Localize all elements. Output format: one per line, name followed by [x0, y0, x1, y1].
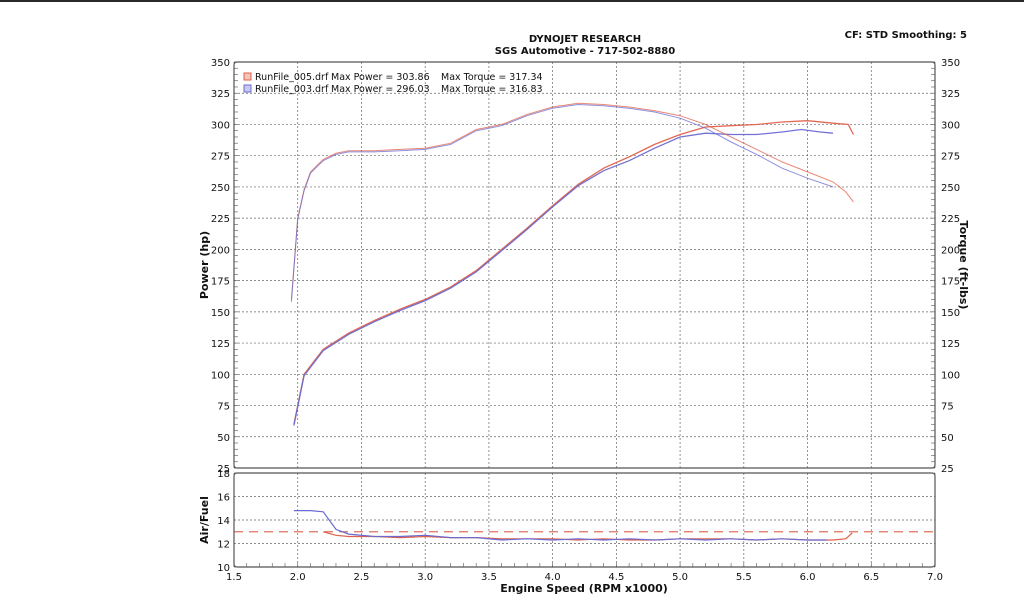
x-tick-label: 5.5 [736, 572, 752, 583]
main-chart-frame [233, 61, 936, 469]
x-tick-label: 5.0 [672, 572, 688, 583]
y-tick-label: 175 [211, 277, 230, 288]
y-tick-label: 250 [211, 183, 230, 194]
x-tick-label: 3.5 [481, 572, 497, 583]
y2-tick-label: 175 [941, 277, 960, 288]
y2-axis-label: Torque (ft-lbs) [957, 221, 970, 310]
y2-tick-label: 350 [941, 58, 960, 69]
main-tick-labels: 25 25 50 50 75 75 100 100 125 125 150 150 175 175 200 2… [211, 58, 960, 475]
x-axis-label: Engine Speed (RPM x1000) [500, 582, 668, 595]
y-tick-label: 325 [211, 89, 230, 100]
legend-file-run003: RunFile_003.drf [255, 84, 329, 95]
y2-tick-label: 50 [941, 433, 954, 444]
y2-tick-label: 200 [941, 245, 960, 256]
y-tick-label: 100 [211, 370, 230, 381]
afr-tick-label: 14 [217, 516, 230, 527]
y2-tick-label: 225 [941, 214, 960, 225]
chart-subtitle: SGS Automotive - 717-502-8880 [494, 46, 676, 57]
afr-tick-labels: 10 12 14 16 18 [217, 469, 230, 574]
y2-tick-label: 75 [941, 402, 954, 413]
y2-tick-label: 25 [941, 464, 954, 475]
y2-tick-label: 275 [941, 152, 960, 163]
legend-swatch-run005 [243, 72, 252, 81]
y-tick-label: 125 [211, 339, 230, 350]
legend: RunFile_005.drf Max Power = 303.86 Max T… [243, 72, 543, 95]
afr-tick-label: 10 [217, 563, 230, 574]
afr-chart-frame [233, 472, 936, 568]
x-tick-labels: 1.5 2.0 2.5 3.0 3.5 4.0 4.5 5.0 5.5 6.0 6.5 7.0 [226, 572, 943, 583]
x-tick-label: 6.0 [800, 572, 816, 583]
y-tick-label: 275 [211, 152, 230, 163]
x-tick-label: 7.0 [927, 572, 943, 583]
x-tick-label: 6.5 [863, 572, 879, 583]
x-tick-label: 4.5 [608, 572, 624, 583]
y2-tick-label: 300 [941, 120, 960, 131]
chart-title: DYNOJET RESEARCH [528, 34, 642, 45]
series-torque-run005 [290, 102, 854, 300]
legend-file-run005: RunFile_005.drf [255, 72, 329, 83]
series-power-run003 [293, 128, 834, 426]
y2-tick-label: 125 [941, 339, 960, 350]
afr-tick-label: 12 [217, 540, 230, 551]
legend-swatch-run003 [243, 84, 252, 93]
series-power-run005 [293, 120, 854, 425]
y2-tick-label: 250 [941, 183, 960, 194]
top-border-line [0, 0, 1024, 2]
y-tick-label: 225 [211, 214, 230, 225]
x-tick-label: 2.0 [290, 572, 306, 583]
cf-smoothing-label: CF: STD Smoothing: 5 [844, 30, 967, 41]
series-layer [290, 102, 854, 541]
series-afr-run003 [293, 510, 827, 541]
x-tick-label: 1.5 [226, 572, 242, 583]
y-tick-label: 25 [217, 464, 230, 475]
y2-tick-label: 325 [941, 89, 960, 100]
x-tick-label: 4.0 [545, 572, 561, 583]
legend-power-run003: Max Power = 296.03 [331, 84, 430, 95]
x-tick-label: 3.0 [417, 572, 433, 583]
y-tick-label: 150 [211, 308, 230, 319]
afr-axis-label: Air/Fuel [198, 496, 211, 544]
y-tick-label: 200 [211, 245, 230, 256]
legend-torque-run005: Max Torque = 317.34 [441, 72, 543, 83]
y-tick-label: 75 [217, 402, 230, 413]
y-tick-label: 350 [211, 58, 230, 69]
y-tick-label: 50 [217, 433, 230, 444]
y2-tick-label: 100 [941, 370, 960, 381]
afr-tick-label: 16 [217, 493, 230, 504]
series-torque-run003 [290, 103, 834, 302]
y-tick-label: 300 [211, 120, 230, 131]
legend-torque-run003: Max Torque = 316.83 [441, 84, 543, 95]
y-axis-label: Power (hp) [198, 231, 211, 299]
afr-tick-label: 18 [217, 469, 230, 480]
afr-chart-grid [233, 472, 936, 568]
x-tick-label: 2.5 [354, 572, 370, 583]
y2-tick-label: 150 [941, 308, 960, 319]
legend-power-run005: Max Power = 303.86 [331, 72, 430, 83]
